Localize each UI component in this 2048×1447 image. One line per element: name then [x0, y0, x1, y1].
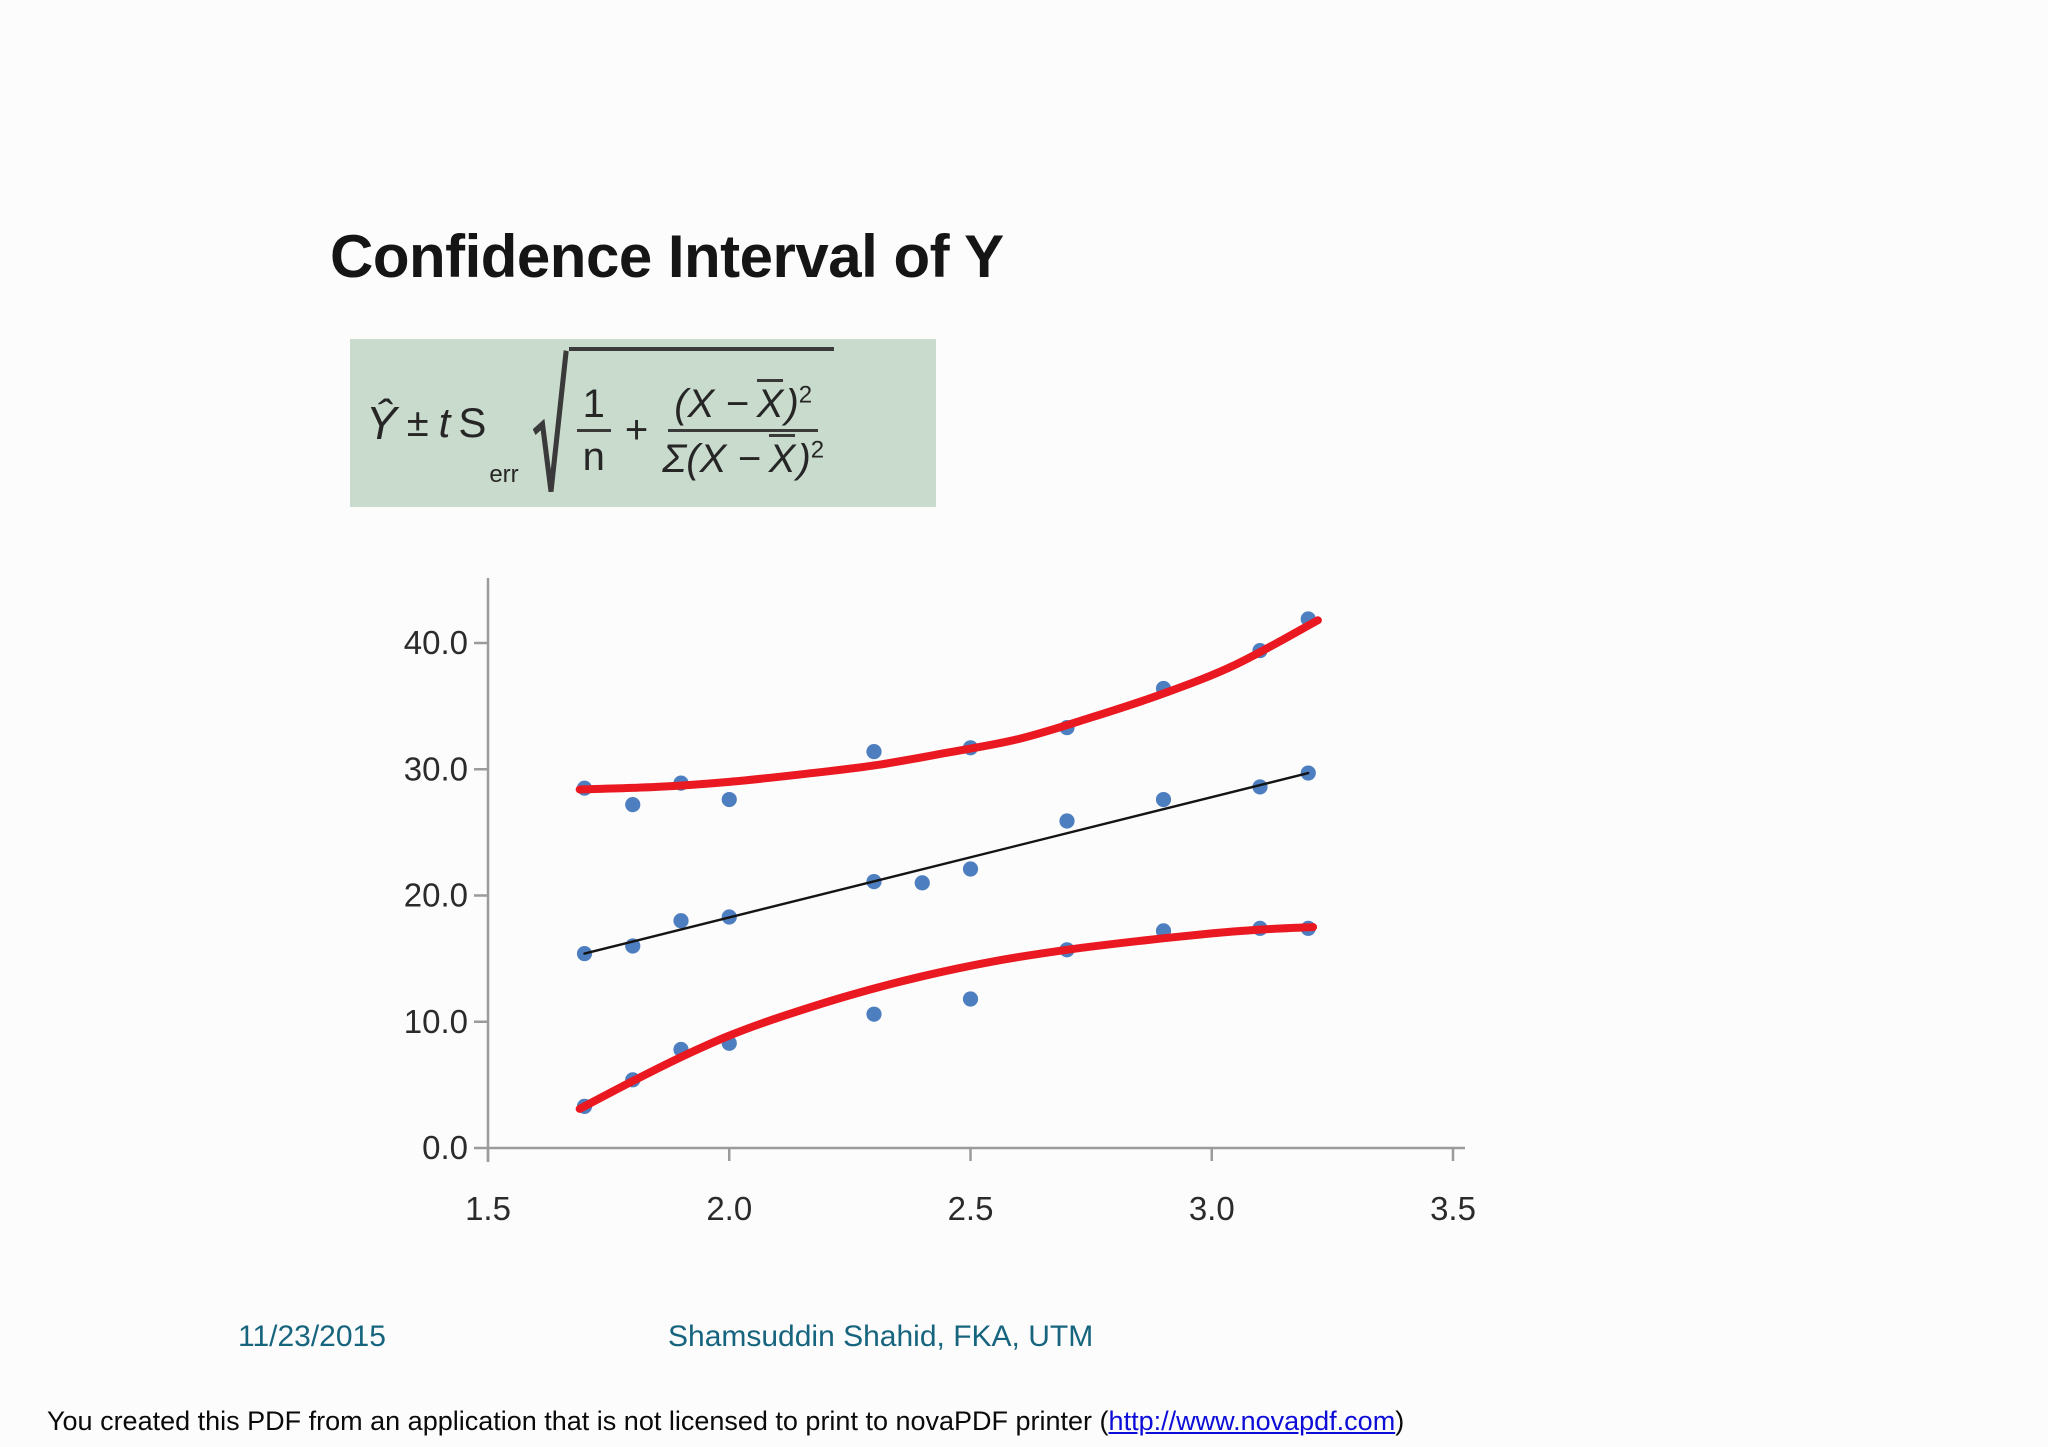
y-tick-label: 10.0	[404, 1003, 468, 1040]
confidence-interval-chart: 1.5 2.0 2.5 3.0 3.5 0.0 10.0 20.0 30.0 40.0	[300, 540, 1540, 1260]
x-bar: X	[756, 378, 784, 424]
pdf-notice-suffix: )	[1395, 1406, 1405, 1436]
formula-radical: 1 n + (X − X)2 Σ(X − X)2	[532, 347, 835, 499]
formula-t: t	[438, 399, 451, 446]
data-point	[721, 791, 737, 808]
chart-axes	[474, 578, 1465, 1162]
data-point	[1155, 791, 1172, 808]
data-point	[866, 743, 882, 760]
data-point	[673, 913, 689, 929]
y-tick-label: 20.0	[404, 877, 468, 914]
formula-s: S	[458, 399, 487, 446]
x-bar: X	[768, 433, 796, 479]
formula-fraction-1-over-n: 1 n	[576, 381, 611, 480]
x-tick-label: 3.0	[1189, 1190, 1235, 1227]
x-tick-label: 1.5	[465, 1190, 511, 1227]
data-point	[1059, 813, 1075, 829]
formula-fraction-deviation: (X − X)2 Σ(X − X)2	[662, 378, 824, 482]
lower-confidence-points	[576, 920, 1316, 1114]
formula-plus: +	[624, 407, 649, 452]
slide-author: Shamsuddin Shahid, FKA, UTM	[668, 1320, 1094, 1353]
formula-radicand: 1 n + (X − X)2 Σ(X − X)2	[568, 347, 835, 499]
novapdf-link[interactable]: http://www.novapdf.com	[1108, 1406, 1396, 1436]
confidence-interval-formula: Ŷ ± t S err 1 n + (X − X)2 Σ(X − X)2	[350, 339, 936, 507]
y-tick-label: 0.0	[422, 1129, 468, 1166]
page-title: Confidence Interval of Y	[330, 223, 1004, 290]
x-tick-label: 2.0	[706, 1190, 752, 1227]
data-point	[962, 861, 979, 877]
formula-y-hat: Ŷ	[366, 397, 397, 449]
pdf-notice-text: You created this PDF from an application…	[47, 1406, 1109, 1436]
data-point	[962, 991, 979, 1007]
y-tick-label: 30.0	[404, 750, 468, 787]
data-point	[866, 1006, 882, 1022]
pdf-notice: You created this PDF from an application…	[47, 1406, 1404, 1437]
lower-confidence-band	[575, 923, 1318, 1113]
formula-s-subscript: err	[489, 461, 519, 488]
x-tick-label: 3.5	[1430, 1190, 1476, 1227]
upper-confidence-band	[575, 616, 1322, 794]
slide-date: 11/23/2015	[238, 1320, 386, 1353]
square-root-icon	[532, 350, 569, 492]
ci-chart-canvas: 1.5 2.0 2.5 3.0 3.5 0.0 10.0 20.0 30.0 40.0	[404, 578, 1476, 1227]
regression-line	[583, 771, 1310, 955]
y-tick-label: 40.0	[404, 624, 468, 661]
tick-labels: 1.5 2.0 2.5 3.0 3.5 0.0 10.0 20.0 30.0 40.0	[404, 624, 1476, 1227]
data-point	[625, 797, 641, 813]
x-tick-label: 2.5	[948, 1190, 994, 1227]
formula-plus-minus: ±	[406, 400, 429, 445]
data-point	[914, 875, 930, 891]
